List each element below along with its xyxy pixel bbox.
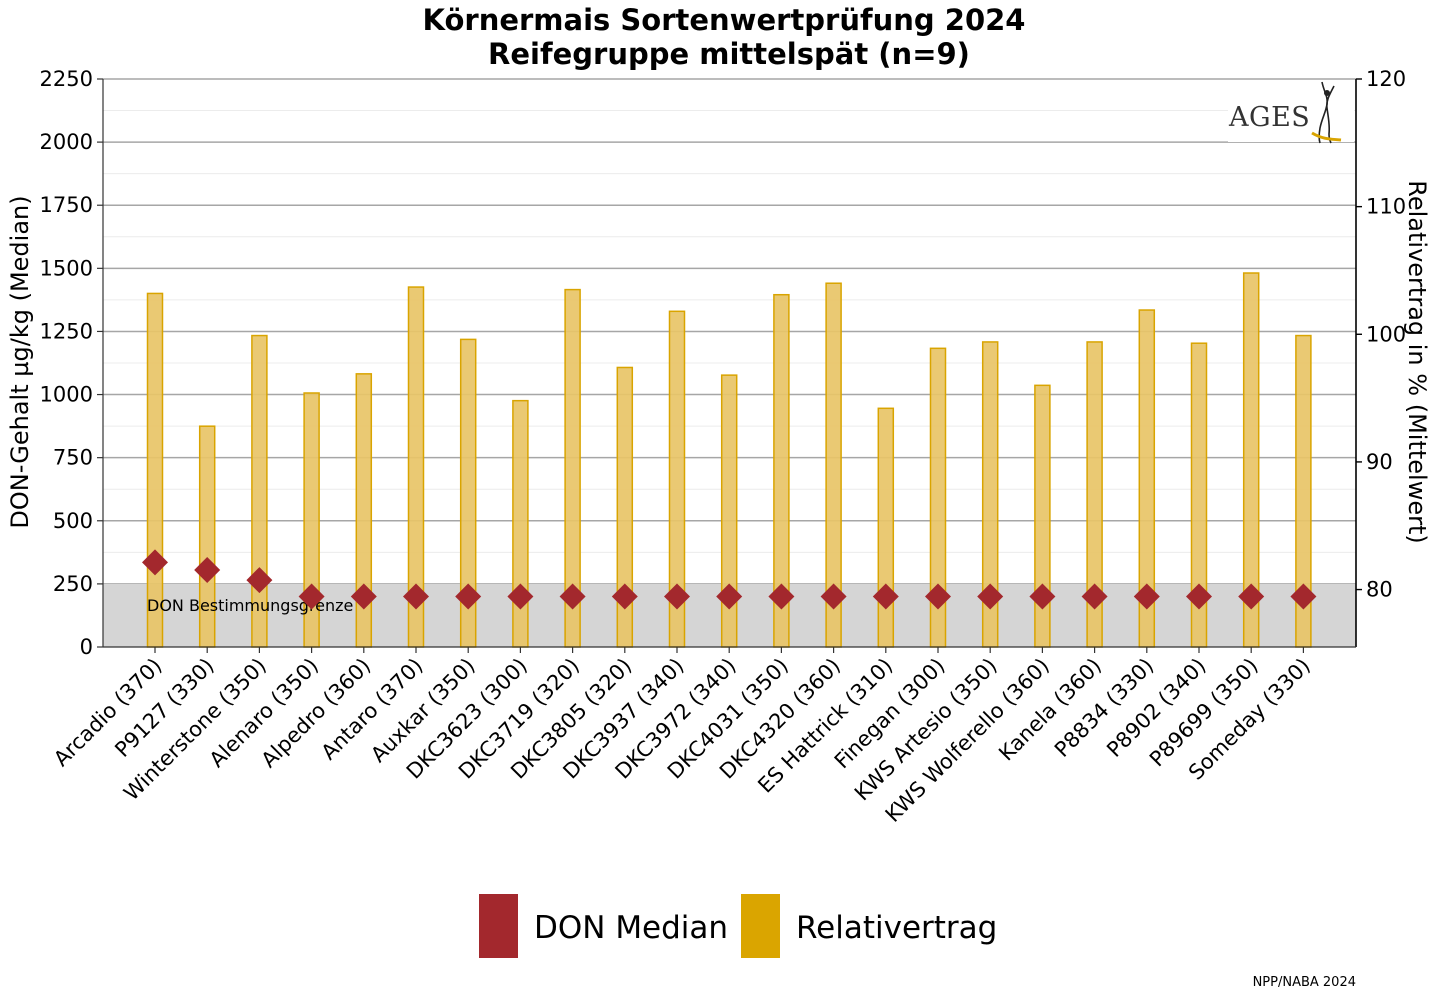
marker-don-median: [1029, 583, 1056, 610]
ages-logo: AGES: [1228, 80, 1354, 144]
relativertrag-bars: [146, 272, 1312, 648]
legend-label-relativertrag: Relativertrag: [796, 910, 997, 946]
y-left-tick-label: 0: [80, 635, 93, 659]
y-left-tick-label: 1000: [40, 383, 93, 407]
marker-don-median: [142, 549, 168, 576]
x-axis-ticks: Arcadio (370)P9127 (330)Winterstone (350…: [49, 647, 1315, 827]
marker-don-median: [977, 583, 1004, 610]
marker-don-median: [298, 583, 325, 610]
y-left-tick-label: 500: [53, 509, 93, 533]
marker-don-median: [194, 557, 221, 584]
y-right-tick-label: 100: [1366, 322, 1406, 346]
y-right-tick-label: 80: [1366, 578, 1393, 602]
y-left-tick-label: 1500: [40, 256, 93, 280]
y-left-tick-label: 1250: [40, 319, 93, 343]
source-note: NPP/NABA 2024: [1253, 975, 1356, 990]
y-axis-left-ticks: 0 250 500 750 1000 1250 1500 1750 2000 2250: [40, 67, 103, 659]
ages-logo-text: AGES: [1228, 102, 1310, 133]
marker-don-median: [507, 583, 534, 610]
y-right-tick-label: 120: [1366, 67, 1406, 91]
marker-don-median: [925, 583, 951, 610]
legend-label-don-median: DON Median: [534, 910, 728, 946]
bar-relativertrag: [512, 399, 529, 648]
y-axis-right-ticks: 80 90 100 110 120: [1356, 67, 1406, 602]
marker-don-median: [716, 583, 743, 610]
y-axis-right-title: Relativertrag in % (Mittelwert): [1403, 180, 1431, 543]
y-axis-left-title: DON-Gehalt µg/kg (Median): [6, 195, 34, 528]
marker-don-median: [611, 583, 638, 610]
marker-don-median: [768, 583, 795, 610]
y-right-tick-label: 90: [1366, 450, 1393, 474]
legend-swatch-relativertrag: [741, 894, 780, 958]
marker-don-median: [403, 583, 429, 610]
marker-don-median: [1290, 583, 1317, 610]
chart-title-line1: Körnermais Sortenwertprüfung 2024: [423, 3, 1026, 37]
y-left-tick-label: 2250: [40, 67, 93, 91]
y-left-tick-label: 250: [53, 572, 93, 596]
marker-don-median: [872, 583, 899, 610]
marker-don-median: [1238, 583, 1265, 610]
bar-relativertrag: [146, 292, 164, 648]
chart-title-line2: Reifegruppe mittelspät (n=9): [488, 37, 970, 71]
legend-swatch-don-median: [479, 894, 518, 958]
y-left-tick-label: 2000: [40, 130, 93, 154]
legend: DON Median Relativertrag: [479, 894, 997, 958]
bar-relativertrag: [877, 407, 895, 648]
marker-don-median: [455, 583, 482, 610]
marker-don-median: [664, 583, 690, 610]
marker-don-median: [1081, 583, 1108, 610]
marker-don-median: [820, 583, 847, 610]
marker-don-median: [246, 567, 273, 594]
marker-don-median: [1186, 583, 1212, 610]
marker-don-median: [350, 583, 377, 610]
marker-don-median: [1133, 583, 1160, 610]
y-left-tick-label: 750: [53, 446, 93, 470]
y-right-tick-label: 110: [1366, 195, 1406, 219]
y-left-tick-label: 1750: [40, 193, 93, 217]
don-median-markers: [142, 549, 1317, 610]
detection-limit-label: DON Bestimmungsgrenze: [147, 596, 353, 615]
marker-don-median: [559, 583, 586, 610]
